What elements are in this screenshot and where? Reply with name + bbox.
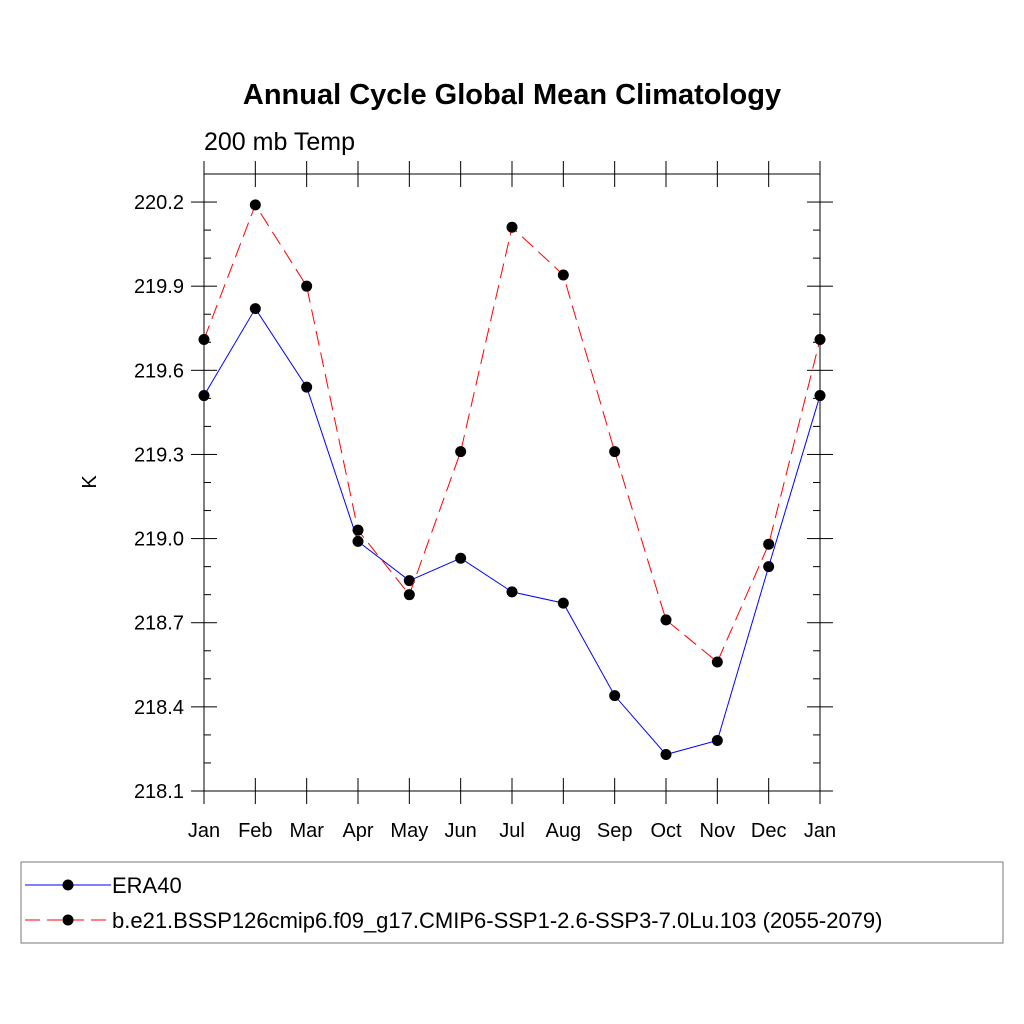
series-1-point	[198, 333, 210, 345]
chart-subtitle: 200 mb Temp	[204, 128, 355, 156]
x-tick-label: Feb	[238, 820, 272, 842]
series-1-point	[352, 524, 364, 536]
series-line-0	[203, 307, 821, 756]
y-tick-label: 218.7	[134, 613, 184, 635]
x-tick-labels: Jan Feb Mar Apr May Jun Jul Aug Sep Oct Nov Dec Jan	[188, 820, 836, 842]
legend-marker-0	[62, 879, 74, 891]
y-tick-label: 218.1	[134, 781, 184, 803]
series-1-point	[249, 199, 261, 211]
series-0-point	[660, 749, 672, 761]
series-0-point	[301, 381, 313, 393]
chart-title: Annual Cycle Global Mean Climatology	[243, 79, 781, 111]
plot-frame	[203, 173, 821, 792]
x-tick-label: Jul	[499, 820, 525, 842]
y-tick-label: 220.2	[134, 192, 184, 214]
x-tick-label: Sep	[597, 820, 633, 842]
x-tick-label: Nov	[700, 820, 736, 842]
series-0-point	[557, 597, 569, 609]
series-0-point	[352, 535, 364, 547]
series-1-point	[301, 280, 313, 292]
legend-marker-1	[62, 914, 74, 926]
x-tick-label: Jan	[188, 820, 220, 842]
y-tick-label: 219.0	[134, 529, 184, 551]
x-tick-label: Aug	[546, 820, 582, 842]
legend-label-1: b.e21.BSSP126cmip6.f09_g17.CMIP6-SSP1-2.…	[112, 908, 882, 933]
series-0-point	[403, 575, 415, 587]
x-tick-label: Apr	[342, 820, 373, 842]
y-tick-labels: 220.2 219.9 219.6 219.3 219.0 218.7 218.4 218.1	[134, 192, 184, 803]
series-1-point	[455, 446, 467, 458]
series-0-point	[198, 390, 210, 402]
x-tick-label: Dec	[751, 820, 787, 842]
y-tick-label: 219.6	[134, 360, 184, 382]
series-layer	[198, 199, 826, 761]
series-1-point	[403, 589, 415, 601]
series-0-point	[814, 390, 826, 402]
legend: ERA40 b.e21.BSSP126cmip6.f09_g17.CMIP6-SS…	[25, 873, 882, 933]
series-0-point	[249, 303, 261, 315]
series-0-point	[763, 561, 775, 573]
series-1-point	[557, 269, 569, 281]
y-tick-label: 219.3	[134, 444, 184, 466]
x-tick-label: Mar	[289, 820, 324, 842]
x-tick-label: May	[390, 820, 428, 842]
series-1-point	[763, 538, 775, 550]
legend-label-0: ERA40	[112, 873, 182, 898]
axis-ticks	[191, 161, 833, 804]
x-tick-label: Oct	[650, 820, 682, 842]
y-axis-label: K	[79, 475, 101, 489]
series-1-point	[609, 446, 621, 458]
series-0-point	[455, 552, 467, 564]
series-1-point	[660, 614, 672, 626]
series-1-point	[506, 221, 518, 233]
series-0-point	[609, 690, 621, 702]
series-1-point	[814, 333, 826, 345]
x-tick-label: Jan	[804, 820, 836, 842]
y-tick-label: 218.4	[134, 697, 184, 719]
legend-box	[20, 861, 1004, 944]
x-tick-label: Jun	[445, 820, 477, 842]
series-1-point	[711, 656, 723, 668]
series-0-point	[506, 586, 518, 598]
y-tick-label: 219.9	[134, 276, 184, 298]
series-0-point	[711, 735, 723, 747]
